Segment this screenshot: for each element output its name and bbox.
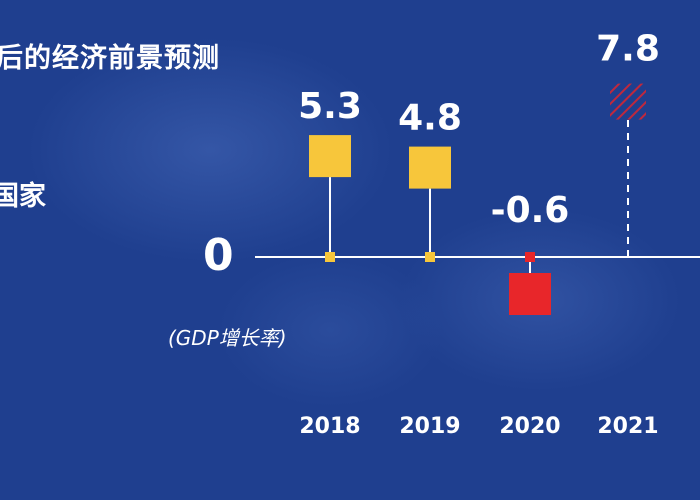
value-label-2020: -0.6 xyxy=(491,190,570,231)
marker-2020 xyxy=(509,273,551,315)
zero-axis-label: 0 xyxy=(203,230,234,281)
y-axis-unit-label: (GDP增长率) xyxy=(168,326,287,350)
axis-dot-2019 xyxy=(425,252,435,262)
value-label-2019: 4.8 xyxy=(398,98,462,139)
chart-title: 后的经济前景预测 xyxy=(0,43,220,74)
x-tick-label-2020: 2020 xyxy=(499,414,560,439)
x-tick-label-2021: 2021 xyxy=(597,414,658,439)
marker-2021 xyxy=(610,83,646,120)
axis-dot-2020 xyxy=(525,252,535,262)
axis-dot-2018 xyxy=(325,252,335,262)
value-label-2021: 7.8 xyxy=(596,29,660,70)
x-tick-label-2018: 2018 xyxy=(299,414,360,439)
chart-subtitle: 国家 xyxy=(0,181,46,212)
marker-2019 xyxy=(409,146,451,189)
value-label-2018: 5.3 xyxy=(298,86,362,127)
marker-2018 xyxy=(309,135,351,178)
x-tick-label-2019: 2019 xyxy=(399,414,460,439)
